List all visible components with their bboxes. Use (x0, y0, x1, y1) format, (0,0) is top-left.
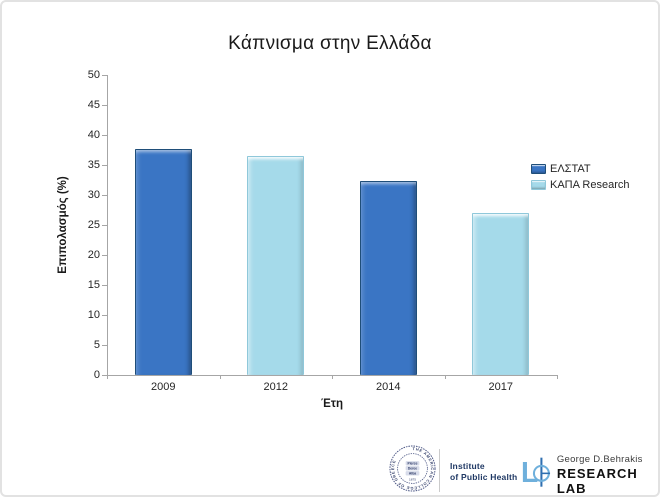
legend: ΕΛΣΤΑΤ ΚΑΠΑ Research (531, 163, 629, 195)
legend-marker (531, 180, 546, 190)
y-tick-label: 10 (87, 309, 100, 321)
seal-ribbon (405, 471, 420, 476)
seal-word-1: Pierce (408, 461, 418, 465)
behrakis-name: George D.Behrakis (556, 454, 643, 465)
legend-label: ΕΛΣΤΑΤ (550, 163, 591, 175)
x-tick-mark (444, 375, 446, 379)
x-category-label: 2014 (376, 381, 401, 393)
lab-mark-icon: L (521, 456, 551, 488)
institute-line-1: Institute (450, 461, 485, 471)
legend-item: ΕΛΣΤΑΤ (531, 163, 629, 175)
y-tick-mark (102, 315, 107, 316)
y-tick-label: 15 (87, 279, 100, 291)
x-category-label: 2012 (263, 381, 288, 393)
legend-marker (531, 164, 546, 174)
bar-2009 (134, 149, 192, 375)
legend-label: ΚΑΠΑ Research (550, 179, 630, 191)
y-tick-label: 25 (87, 219, 100, 231)
y-tick-mark (102, 225, 107, 226)
seal-word-3: Alba (409, 471, 416, 475)
y-tick-mark (102, 285, 107, 286)
x-tick-mark (219, 375, 221, 379)
y-tick-mark (102, 165, 107, 166)
y-tick-mark (102, 345, 107, 346)
behrakis-research-lab-logo: L George D.Behrakis RESEARCH LAB HELLENI… (521, 454, 658, 496)
seal-word-2: Deree (408, 466, 417, 470)
seal-ribbon (405, 461, 420, 466)
x-tick-mark (107, 375, 108, 379)
y-tick-label: 50 (87, 69, 100, 81)
x-tick-mark (557, 375, 558, 379)
y-tick-mark (102, 75, 107, 76)
y-tick-mark (102, 105, 107, 106)
x-tick-mark (332, 375, 333, 379)
seal-inner-ring (397, 453, 428, 484)
x-category-label: 2017 (488, 381, 513, 393)
y-tick-label: 45 (87, 99, 100, 111)
y-tick-label: 40 (87, 129, 100, 141)
y-tick-label: 35 (87, 159, 100, 171)
legend-item: ΚΑΠΑ Research (531, 179, 629, 191)
y-tick-mark (102, 375, 107, 376)
behrakis-lab: RESEARCH LAB (556, 466, 638, 496)
acg-college-seal-logo: THE AMERICAN COLLEGE OF GREECE Pierce De… (389, 445, 436, 492)
y-tick-mark (102, 255, 107, 256)
footer-divider (439, 449, 440, 492)
chart-title: Κάπνισμα στην Ελλάδα (228, 33, 432, 54)
x-category-label: 2009 (151, 381, 176, 393)
seal-ribbon (405, 466, 420, 471)
x-axis-line (102, 375, 558, 376)
bar-2012 (247, 156, 305, 375)
y-tick-mark (102, 195, 107, 196)
institute-of-public-health-logo: Institute of Public Health (450, 461, 517, 483)
bar-2014 (359, 180, 417, 375)
bar-2017 (472, 213, 530, 375)
institute-line-2: of Public Health (450, 472, 518, 483)
y-tick-mark (102, 135, 107, 136)
y-tick-label: 5 (93, 339, 100, 351)
svg-text:L: L (521, 456, 538, 488)
y-tick-label: 20 (87, 249, 100, 261)
y-axis-line (107, 75, 108, 375)
x-axis-title: Έτη (321, 398, 343, 410)
seal-year: 1875 (409, 478, 416, 482)
y-tick-label: 30 (87, 189, 100, 201)
y-tick-label: 0 (93, 369, 100, 381)
